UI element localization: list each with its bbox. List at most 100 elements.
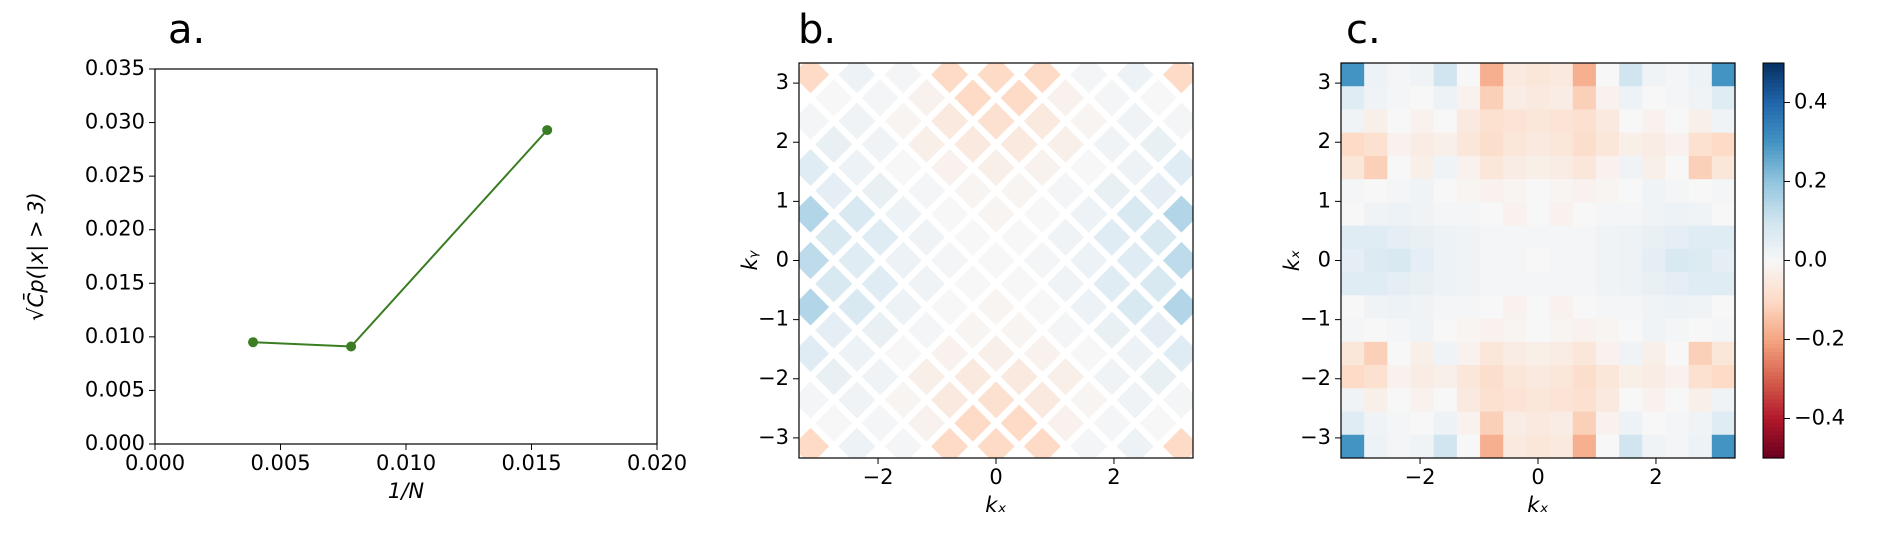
heatmap-cell <box>1410 109 1435 134</box>
heatmap-cell <box>1688 295 1713 320</box>
heatmap-cell <box>1503 202 1527 227</box>
heatmap-cell <box>1341 365 1365 389</box>
heatmap-diamond <box>954 358 992 396</box>
heatmap-diamond <box>1116 63 1154 94</box>
heatmap-diamond <box>815 218 853 256</box>
heatmap-cell <box>1665 411 1690 436</box>
heatmap-cell <box>1456 225 1481 250</box>
x-tick-label: 0.020 <box>627 451 687 475</box>
heatmap-diamond <box>1023 334 1061 373</box>
heatmap-cell <box>1503 63 1527 87</box>
heatmap-cell <box>1364 411 1388 436</box>
heatmap-cell <box>1410 295 1435 320</box>
heatmap-cell <box>1387 132 1412 157</box>
x-axis-label: kₓ <box>1527 493 1548 517</box>
colorbar-segment <box>1763 390 1784 396</box>
heatmap-cell <box>1619 63 1643 87</box>
heatmap-diamond <box>815 404 853 442</box>
y-tick-label: 0 <box>1318 248 1331 272</box>
heatmap-cell <box>1387 295 1412 320</box>
colorbar-segment <box>1763 217 1784 222</box>
heatmap-diamond <box>799 334 830 373</box>
colorbar-segment <box>1763 410 1784 416</box>
heatmap-cell <box>1503 179 1527 203</box>
heatmap-cell <box>1341 248 1365 273</box>
heatmap-cell <box>1549 388 1574 413</box>
y-tick-label: −3 <box>758 425 789 449</box>
heatmap-cell <box>1665 365 1690 389</box>
heatmap-cell <box>1387 434 1412 459</box>
colorbar-segment <box>1763 66 1784 72</box>
heatmap-cell <box>1503 225 1527 250</box>
heatmap-cell <box>1410 318 1435 343</box>
colorbar-segment <box>1763 406 1784 412</box>
colorbar-segment <box>1763 90 1784 96</box>
heatmap-diamond <box>954 265 992 303</box>
heatmap-diamond <box>815 125 853 163</box>
heatmap-diamond <box>1139 265 1177 303</box>
heatmap-cell <box>1642 202 1666 227</box>
heatmap-cell <box>1364 132 1388 157</box>
heatmap-diamond <box>931 427 969 458</box>
heatmap-cell <box>1410 365 1435 389</box>
heatmap-cell <box>1665 155 1690 180</box>
heatmap-diamond <box>1139 404 1177 442</box>
heatmap-diamond <box>1023 241 1061 280</box>
colorbar-segment <box>1763 276 1784 281</box>
heatmap-diamond <box>1070 63 1108 94</box>
colorbar-segment <box>1763 145 1784 151</box>
heatmap-diamond <box>1116 381 1154 419</box>
heatmap-diamond <box>1116 334 1154 373</box>
heatmap-diamond <box>1116 427 1154 458</box>
heatmap-cell <box>1595 434 1620 459</box>
heatmap-cell <box>1711 155 1736 180</box>
heatmap-cell <box>1572 86 1597 110</box>
heatmap-cell <box>1619 225 1643 250</box>
colorbar-segment <box>1763 422 1784 427</box>
heatmap-diamond <box>1023 63 1061 94</box>
heatmap-diamond <box>1162 381 1193 419</box>
heatmap-cell <box>1711 225 1736 250</box>
heatmap-diamond <box>884 288 922 326</box>
heatmap-cell <box>1410 434 1435 459</box>
heatmap-cell <box>1526 86 1551 110</box>
x-tick-label: 2 <box>1649 465 1662 489</box>
heatmap-cell <box>1456 86 1481 110</box>
heatmap-cell <box>1549 202 1574 227</box>
heatmap-cell <box>1341 341 1365 366</box>
heatmap-cell <box>1572 341 1597 366</box>
heatmap-cell <box>1364 155 1388 180</box>
y-tick-label: −2 <box>1300 366 1331 390</box>
heatmap-diamond <box>954 172 992 210</box>
colorbar-segment <box>1763 189 1784 194</box>
heatmap-cell <box>1549 411 1574 436</box>
heatmap-cell <box>1549 179 1574 203</box>
colorbar-segment <box>1763 169 1784 175</box>
heatmap-cell <box>1619 179 1643 203</box>
heatmap-cell <box>1642 318 1666 343</box>
heatmap-diamond <box>1046 218 1085 256</box>
colorbar-segment <box>1763 288 1784 293</box>
colorbar-segment <box>1763 134 1784 139</box>
heatmap-cell <box>1433 132 1458 157</box>
heatmap-cell <box>1595 225 1620 250</box>
heatmap-cell <box>1456 248 1481 273</box>
heatmap-cell <box>1711 318 1736 343</box>
heatmap-cell <box>1526 225 1551 250</box>
colorbar-segment <box>1763 240 1784 246</box>
heatmap-diamond <box>954 79 992 117</box>
heatmap-cell <box>1526 411 1551 436</box>
colorbar-segment <box>1763 359 1784 364</box>
heatmap-diamond <box>815 79 853 117</box>
heatmap-diamond <box>931 288 969 326</box>
heatmap-diamond <box>1046 79 1085 117</box>
heatmap-cell <box>1503 86 1527 110</box>
heatmap-diamond <box>1116 102 1154 140</box>
colorbar-segment <box>1763 426 1784 431</box>
heatmap-diamond <box>799 381 830 419</box>
heatmap-cell <box>1341 202 1365 227</box>
heatmap-cell <box>1572 365 1597 389</box>
colorbar-segment <box>1763 213 1784 218</box>
colorbar-segment <box>1763 355 1784 360</box>
